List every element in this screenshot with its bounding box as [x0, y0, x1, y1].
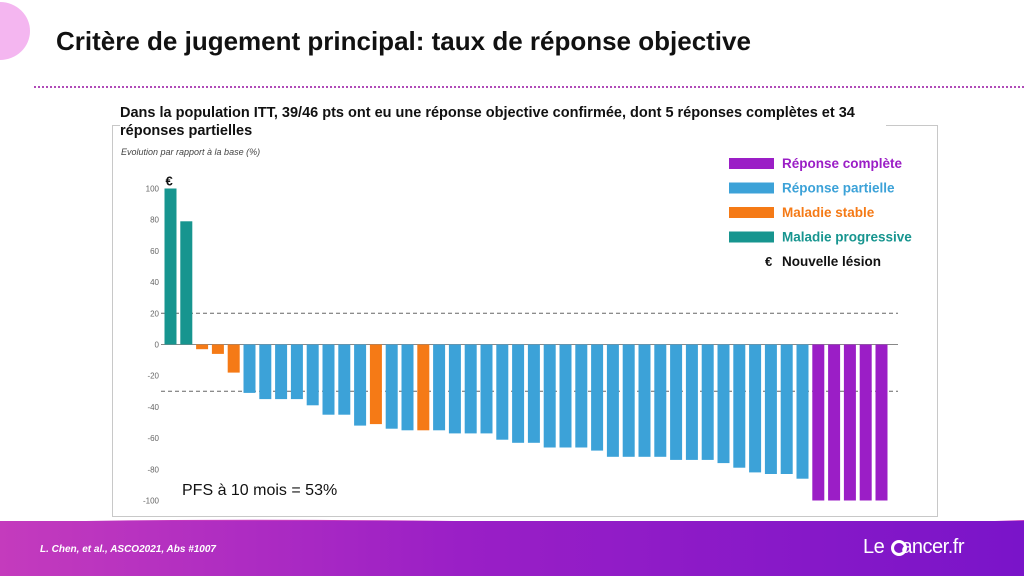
legend-label-partial: Réponse partielle	[782, 181, 895, 196]
bar-partial	[401, 344, 414, 431]
bar-partial	[306, 344, 319, 406]
y-tick-label: -20	[147, 372, 159, 381]
chart-title: Dans la population ITT, 39/46 pts ont eu…	[120, 104, 886, 140]
y-tick-label: -80	[147, 465, 159, 474]
bar-partial	[591, 344, 604, 451]
legend-swatch-partial	[729, 182, 774, 194]
slide-title: Critère de jugement principal: taux de r…	[56, 26, 751, 56]
bar-complete	[828, 344, 841, 501]
bar-partial	[685, 344, 698, 460]
bar-progressive	[164, 188, 177, 345]
bar-partial	[670, 344, 683, 460]
bar-partial	[512, 344, 525, 443]
bar-partial	[275, 344, 288, 400]
y-tick-label: 20	[150, 309, 159, 318]
legend-swatch-complete	[729, 158, 774, 169]
bar-partial	[764, 344, 777, 474]
pfs-annotation: PFS à 10 mois = 53%	[182, 482, 337, 499]
bar-partial	[527, 344, 540, 443]
bar-partial	[622, 344, 635, 457]
bar-partial	[733, 344, 746, 468]
bar-partial	[448, 344, 461, 434]
y-tick-label: 60	[150, 247, 159, 256]
bar-partial	[575, 344, 588, 448]
bar-partial	[338, 344, 351, 415]
bar-stable	[211, 344, 224, 354]
new-lesion-marker: €	[166, 174, 173, 189]
bar-partial	[464, 344, 477, 434]
logo-prefix: Le	[863, 536, 890, 558]
y-tick-label: 80	[150, 216, 159, 225]
bar-partial	[543, 344, 556, 448]
bar-partial	[480, 344, 493, 434]
logo-c-icon	[891, 540, 908, 556]
bar-partial	[559, 344, 572, 448]
legend-label-complete: Réponse complète	[782, 156, 903, 171]
logo-suffix: ancer.fr	[901, 536, 965, 558]
title-divider	[34, 86, 1024, 88]
legend-symbol: €	[765, 254, 772, 269]
bar-partial	[496, 344, 509, 440]
bar-complete	[875, 344, 888, 501]
bar-partial	[796, 344, 809, 479]
legend-swatch-stable	[729, 207, 774, 218]
bar-partial	[243, 344, 256, 393]
y-tick-label: -40	[147, 403, 159, 412]
bar-stable	[369, 344, 382, 425]
legend-swatch-progressive	[729, 231, 774, 243]
bar-complete	[859, 344, 872, 501]
bar-partial	[290, 344, 303, 400]
y-tick-label: 100	[146, 185, 160, 194]
bar-partial	[433, 344, 446, 431]
bar-partial	[385, 344, 398, 429]
bar-progressive	[180, 221, 193, 345]
bar-partial	[322, 344, 335, 415]
y-tick-label: 40	[150, 278, 159, 287]
bar-stable	[227, 344, 240, 373]
y-axis-label: Evolution par rapport à la base (%)	[121, 147, 260, 157]
bar-partial	[749, 344, 762, 473]
bar-partial	[717, 344, 730, 464]
bar-partial	[701, 344, 714, 460]
footer-band	[0, 521, 1024, 576]
bar-stable	[417, 344, 430, 431]
bar-partial	[606, 344, 619, 457]
y-tick-label: -60	[147, 434, 159, 443]
y-tick-label: -100	[143, 497, 160, 506]
y-tick-label: 0	[155, 341, 160, 350]
bar-partial	[354, 344, 367, 426]
footer-citation: L. Chen, et al., ASCO2021, Abs #1007	[40, 544, 216, 555]
bar-complete	[812, 344, 825, 501]
legend-label-progressive: Maladie progressive	[782, 230, 912, 245]
bar-partial	[638, 344, 651, 457]
bar-stable	[196, 344, 209, 350]
bar-partial	[654, 344, 667, 457]
bar-complete	[843, 344, 856, 501]
bar-partial	[259, 344, 272, 400]
bar-partial	[780, 344, 793, 474]
site-logo[interactable]: Le ancer.fr	[863, 536, 965, 559]
legend-label-new_lesion: Nouvelle lésion	[782, 254, 881, 269]
legend-label-stable: Maladie stable	[782, 205, 875, 220]
